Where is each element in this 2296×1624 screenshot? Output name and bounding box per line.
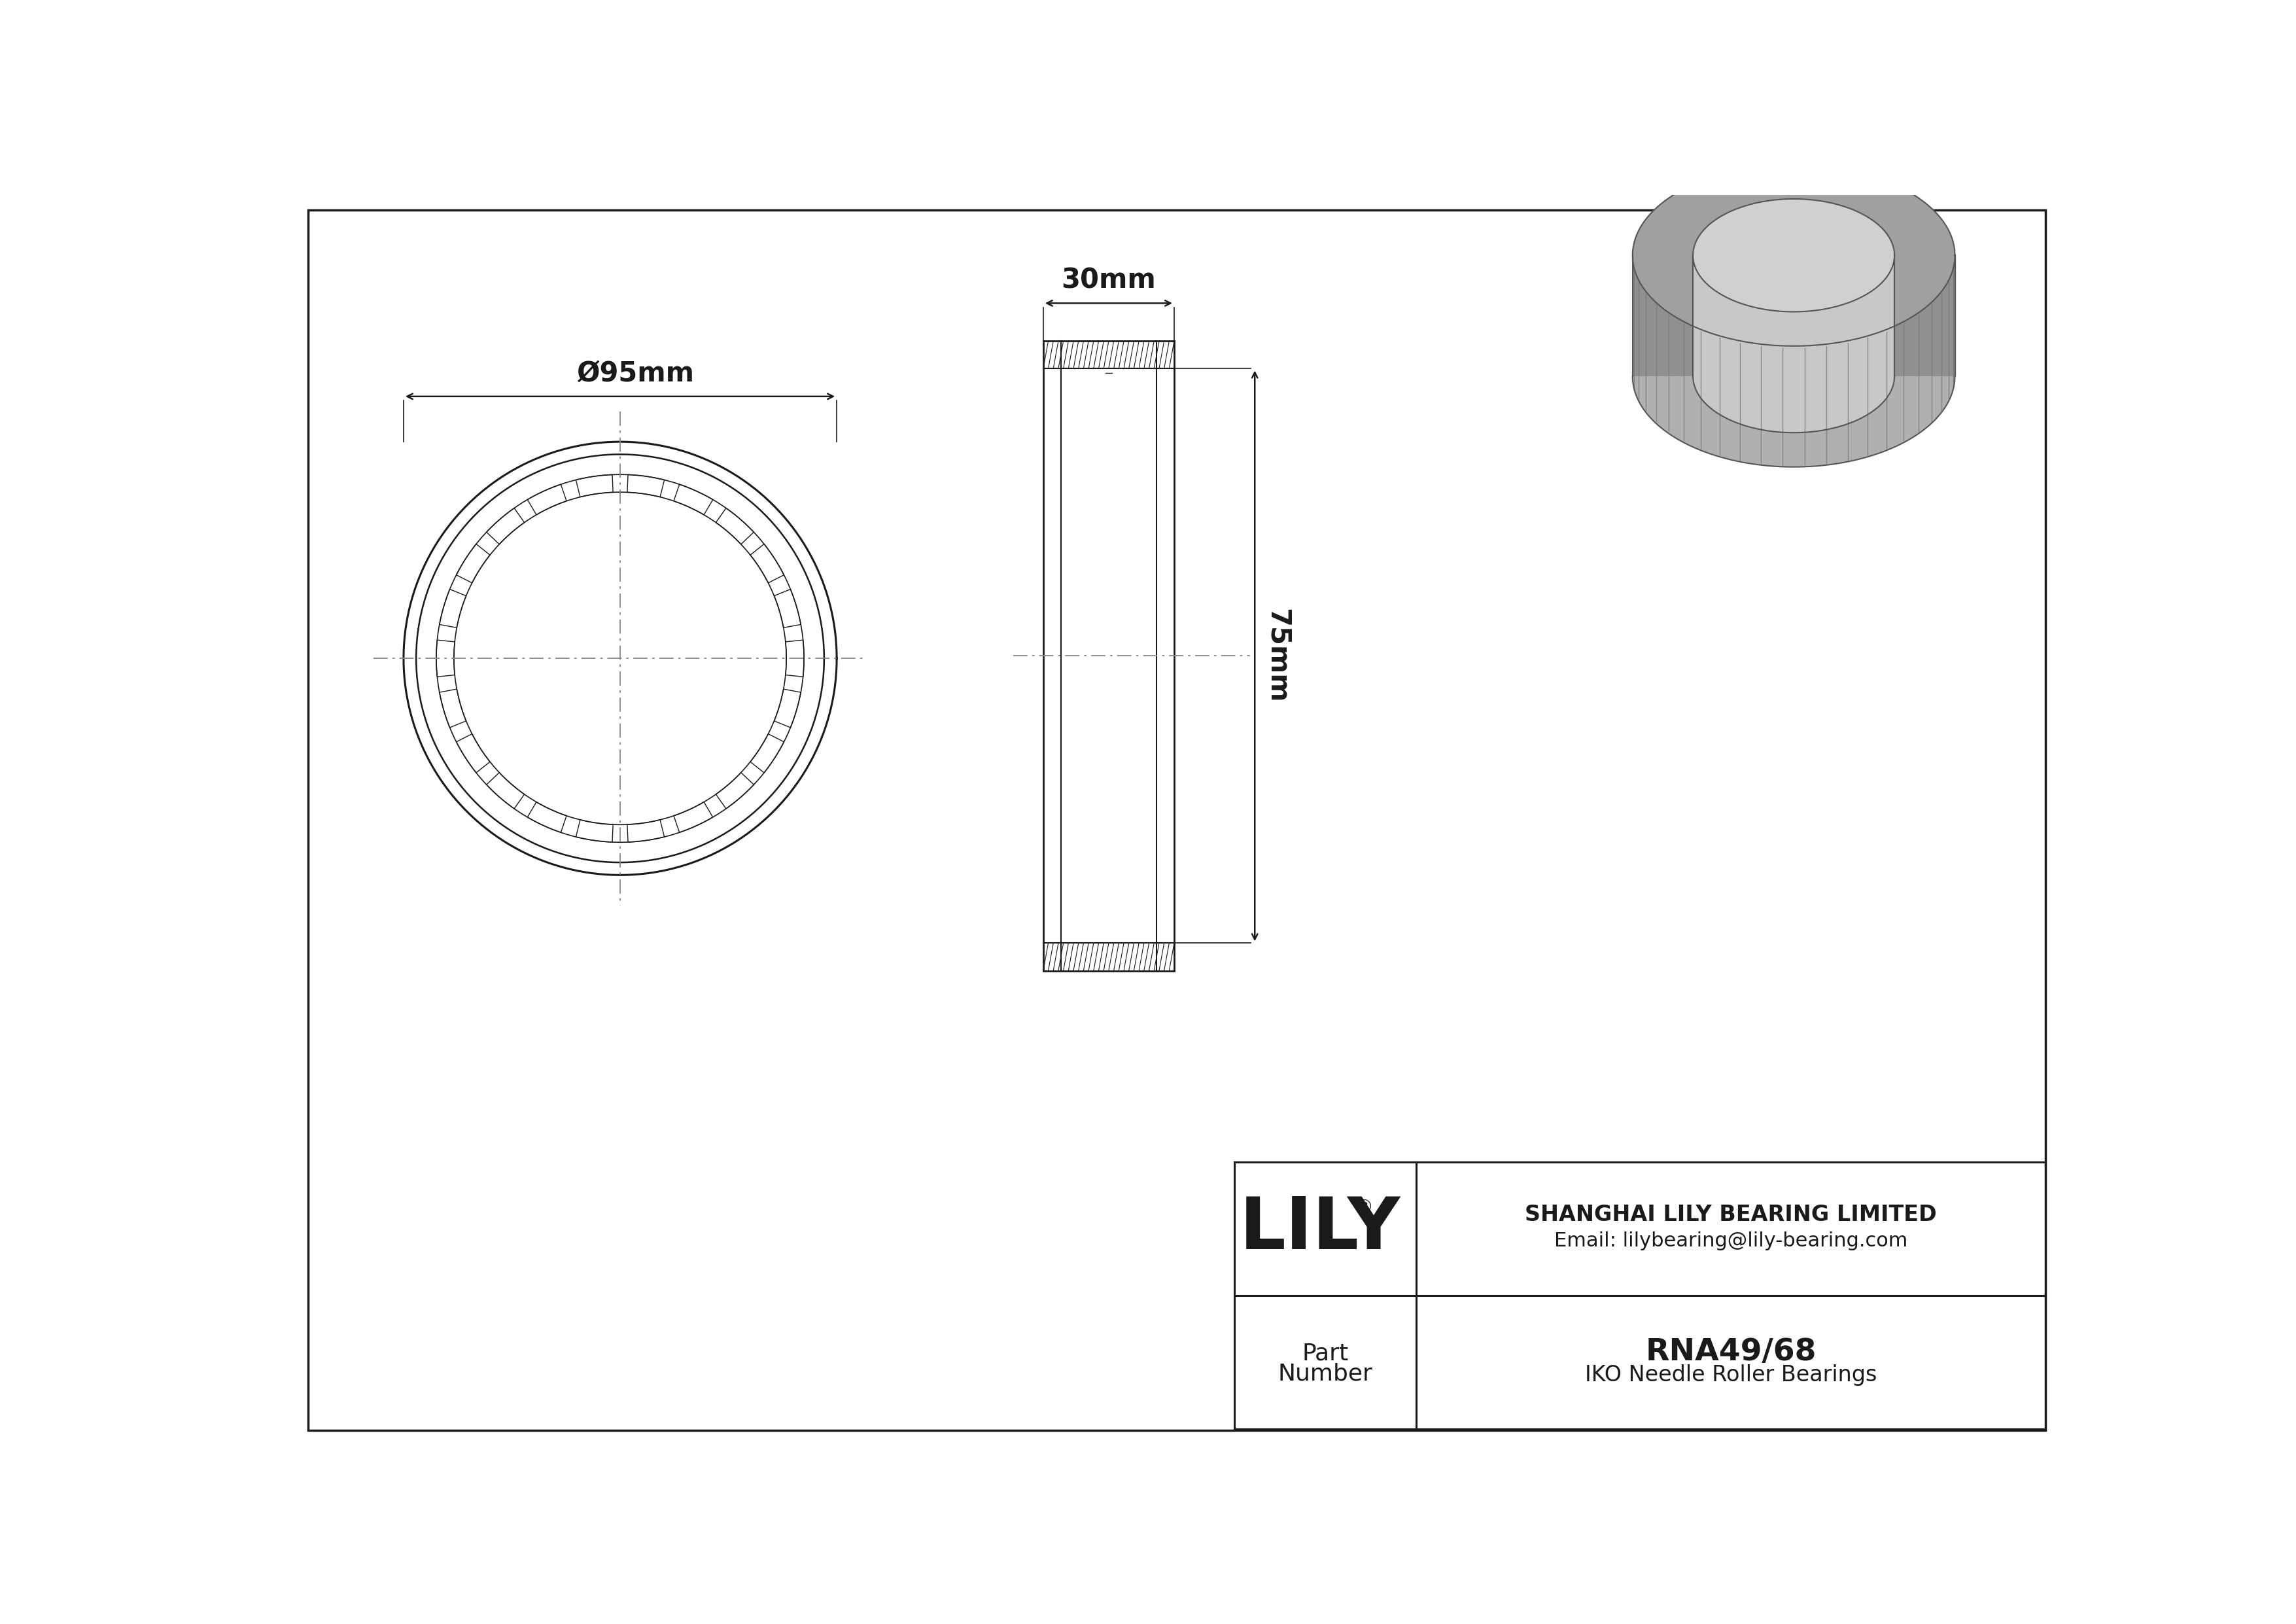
Polygon shape <box>1632 164 1954 377</box>
Text: Number: Number <box>1279 1363 1373 1385</box>
Text: RNA49/68: RNA49/68 <box>1646 1338 1816 1367</box>
Polygon shape <box>1632 164 1954 346</box>
Polygon shape <box>1692 255 1894 432</box>
Text: 75mm: 75mm <box>1263 609 1290 703</box>
Text: Email: lilybearing@lily-bearing.com: Email: lilybearing@lily-bearing.com <box>1554 1231 1908 1250</box>
Polygon shape <box>1632 377 1954 468</box>
Text: Part: Part <box>1302 1343 1348 1364</box>
Text: IKO Needle Roller Bearings: IKO Needle Roller Bearings <box>1584 1364 1876 1385</box>
Text: SHANGHAI LILY BEARING LIMITED: SHANGHAI LILY BEARING LIMITED <box>1525 1203 1938 1226</box>
Text: LILY: LILY <box>1240 1194 1401 1263</box>
Text: 30mm: 30mm <box>1061 266 1157 294</box>
Polygon shape <box>1632 255 1954 468</box>
Text: Ø95mm: Ø95mm <box>576 361 693 388</box>
Polygon shape <box>1692 198 1894 377</box>
Text: ®: ® <box>1355 1199 1373 1216</box>
